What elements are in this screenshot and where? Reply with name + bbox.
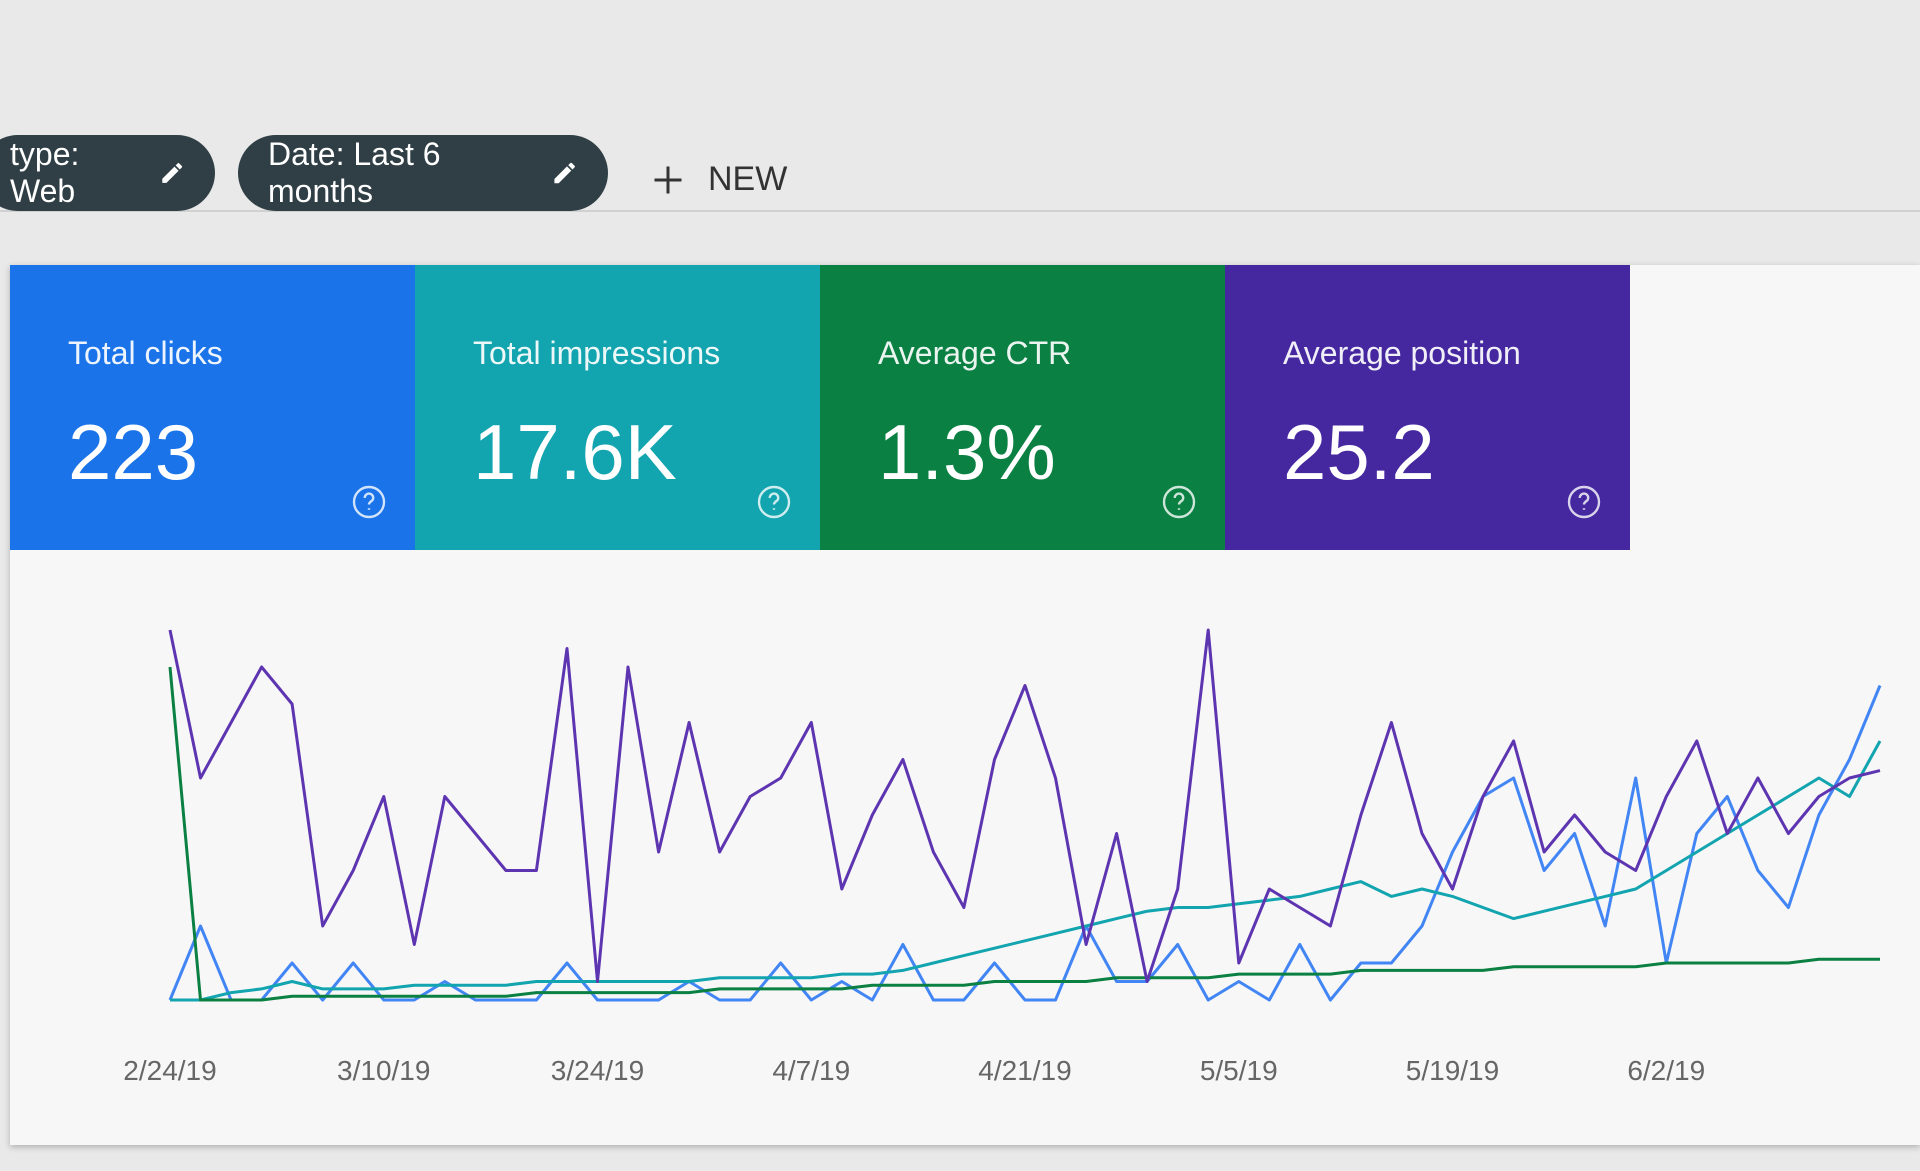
metric-label: Total impressions	[473, 335, 721, 371]
help-circle	[1567, 485, 1601, 519]
x-tick-label: 3/10/19	[337, 1055, 430, 1086]
help-circle	[352, 485, 386, 519]
chip-label: Date: Last 6 months	[268, 136, 441, 209]
help-icon	[1567, 485, 1601, 519]
x-tick-label: 2/24/19	[123, 1055, 216, 1086]
series-line	[170, 740, 1882, 1002]
filter-chip[interactable]: type: Web	[0, 135, 215, 211]
metric-value: 223	[68, 408, 199, 496]
help-circle	[757, 485, 791, 519]
chip-label: type: Web	[10, 136, 80, 209]
metric-value: 25.2	[1283, 408, 1435, 496]
x-tick-label: 4/21/19	[978, 1055, 1071, 1086]
x-tick-label: 5/19/19	[1406, 1055, 1499, 1086]
help-mark	[1173, 492, 1185, 510]
help-mark	[768, 492, 780, 510]
series-line	[168, 666, 1880, 1002]
performance-panel: Total clicks 223 Total impressions 17.6K Ave…	[10, 265, 1920, 1145]
metric-label: Average CTR	[878, 335, 1072, 371]
filter-chip[interactable]: Date: Last 6 months	[238, 135, 608, 211]
series-line	[168, 684, 1882, 1002]
x-tick-label: 6/2/19	[1627, 1055, 1705, 1086]
help-mark	[1578, 492, 1590, 510]
help-icon	[352, 485, 386, 519]
help-circle	[1162, 485, 1196, 519]
new-label: NEW	[708, 160, 788, 198]
plus-icon	[654, 166, 682, 193]
x-tick-label: 4/7/19	[772, 1055, 850, 1086]
metric-label: Average position	[1283, 335, 1521, 371]
new-filter-button[interactable]: NEW	[650, 160, 787, 199]
metric-label: Total clicks	[68, 335, 223, 371]
x-tick-label: 3/24/19	[551, 1055, 644, 1086]
edit-icon	[161, 163, 182, 183]
filter-bar: type: Web Date: Last 6 months NEW	[0, 40, 1920, 212]
metric-card[interactable]: Total clicks 223	[10, 265, 415, 550]
help-icon	[757, 485, 791, 519]
help-mark	[363, 492, 375, 510]
performance-chart: 2/24/19 3/10/19 3/24/19 4/7/19 4/21/19 5/5/19…	[123, 628, 1882, 1086]
series-line	[168, 628, 1881, 983]
edit-icon	[554, 162, 575, 184]
metric-value: 1.3%	[878, 408, 1056, 496]
metric-value: 17.6K	[473, 408, 677, 496]
x-tick-label: 5/5/19	[1200, 1055, 1278, 1086]
metric-card[interactable]: Average CTR 1.3%	[820, 265, 1225, 550]
metric-card[interactable]: Total impressions 17.6K	[415, 265, 820, 550]
metric-card[interactable]: Average position 25.2	[1225, 265, 1630, 550]
help-icon	[1162, 485, 1196, 519]
